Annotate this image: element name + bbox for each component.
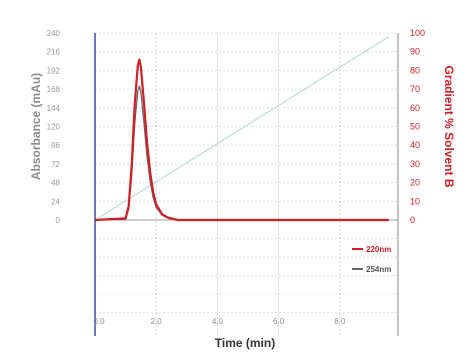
y2-tick-label: 40 (410, 140, 420, 150)
y-tick-label: 120 (47, 123, 61, 132)
x-tick-label: 4.0 (212, 317, 224, 326)
y-tick-label: 240 (47, 29, 61, 38)
gradient-line (94, 36, 390, 221)
y2-tick-label: 70 (410, 84, 420, 94)
y-tick-label: 96 (51, 141, 60, 150)
x-tick-label: 6.0 (273, 317, 285, 326)
y-tick-label: 48 (51, 179, 60, 188)
y-tick-label: 0 (56, 216, 61, 225)
y2-tick-label: 10 (410, 196, 420, 206)
y2-tick-label: 60 (410, 103, 420, 113)
x-tick-label: 0.0 (93, 317, 105, 326)
y-tick-label: 168 (47, 85, 61, 94)
series-line-220nm (94, 58, 389, 222)
y-tick-label: 192 (47, 66, 61, 75)
y2-tick-label: 50 (410, 122, 420, 132)
y-tick-label: 72 (51, 160, 60, 169)
y2-tick-label: 100 (410, 28, 425, 38)
y-axis-title: Absorbance (mAu) (29, 73, 43, 180)
y2-tick-label: 90 (410, 47, 420, 57)
y2-tick-label: 30 (410, 159, 420, 169)
y-tick-label: 216 (47, 48, 61, 57)
y2-tick-label: 80 (410, 65, 420, 75)
legend-label-220nm: 220nm (366, 245, 391, 254)
x-axis-title: Time (min) (215, 336, 275, 350)
x-tick-label: 2.0 (151, 317, 163, 326)
y2-axis-title: Gradient % Solvent B (442, 65, 456, 187)
x-tick-label: 8.0 (334, 317, 346, 326)
legend-label-254nm: 254nm (366, 265, 391, 274)
y-tick-label: 144 (47, 104, 61, 113)
y-tick-label: 24 (51, 197, 60, 206)
y2-tick-label: 0 (410, 215, 415, 225)
y2-tick-label: 20 (410, 178, 420, 188)
